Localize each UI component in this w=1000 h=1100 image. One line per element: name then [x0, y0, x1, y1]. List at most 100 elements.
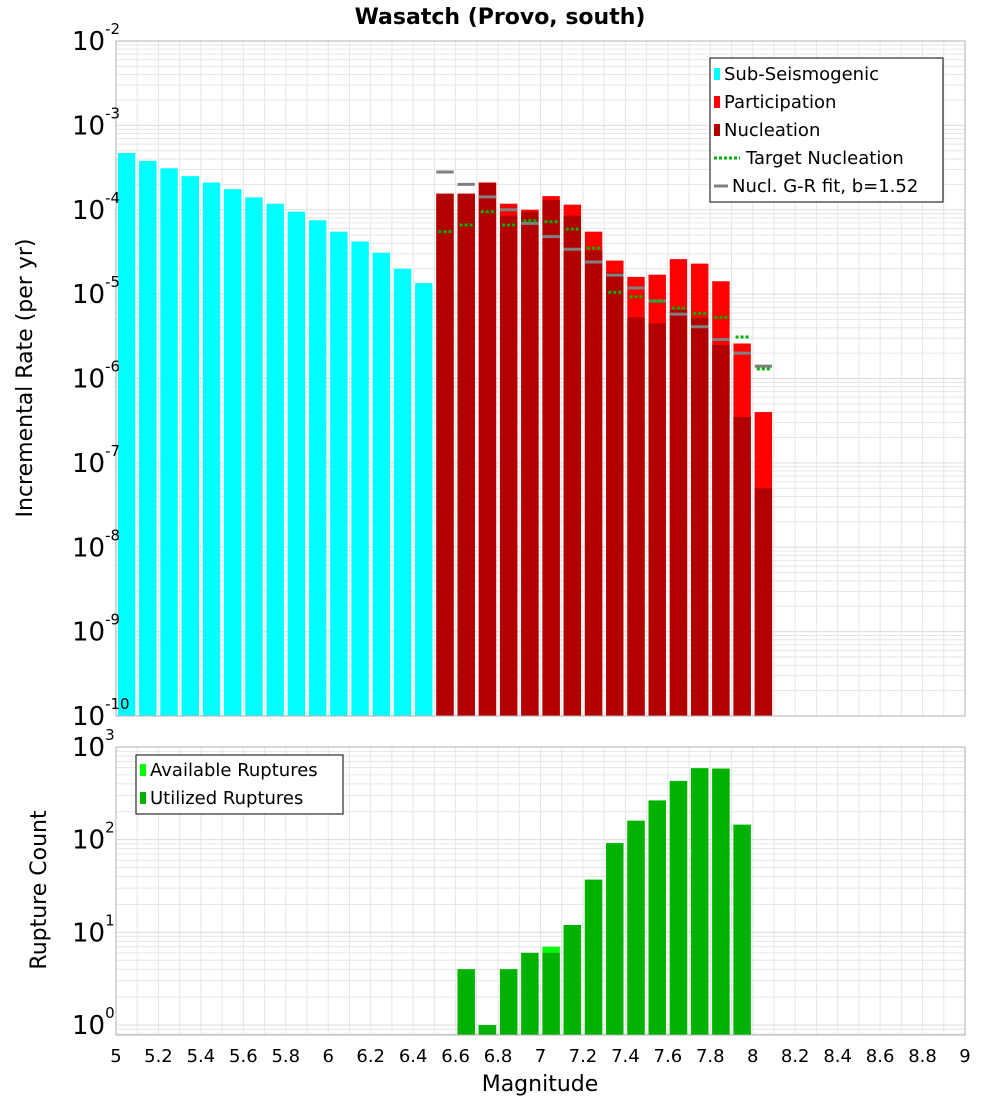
legend-label: Target Nucleation [745, 148, 904, 169]
x-tick-label: 6.8 [484, 1046, 513, 1067]
sub-seismogenic-bar [372, 252, 391, 716]
utilized-ruptures-bar [690, 768, 709, 1035]
top-legend-box [709, 57, 944, 203]
top-y-tick-label: 10-5 [72, 273, 120, 310]
legend-label: Available Ruptures [150, 760, 318, 781]
sub-seismogenic-bar [287, 211, 306, 716]
nucleation-bar [436, 193, 454, 716]
sub-seismogenic-bar [160, 168, 178, 716]
legend-label: Nucleation [724, 120, 820, 141]
top-y-tick-label: 10-9 [72, 611, 120, 648]
sub-seismogenic-bar [202, 182, 221, 716]
utilized-ruptures-bar [521, 952, 539, 1035]
nucleation-bar [733, 416, 751, 716]
top-y-tick-label: 10-4 [72, 189, 120, 226]
nucleation-bar [754, 488, 773, 716]
nucleation-bar [606, 272, 624, 716]
utilized-ruptures-bar [542, 952, 560, 1035]
x-tick-label: 8.4 [823, 1046, 852, 1067]
bottom-y-axis-label: Rupture Count [27, 810, 52, 970]
top-y-axis-label: Incremental Rate (per yr) [13, 239, 38, 518]
x-tick-label: 7.4 [611, 1046, 640, 1067]
x-tick-label: 8.8 [908, 1046, 937, 1067]
top-y-tick-label: 10-2 [72, 20, 120, 57]
x-tick-label: 8.2 [781, 1046, 810, 1067]
utilized-ruptures-bar [584, 879, 603, 1035]
utilized-ruptures-bar [606, 843, 624, 1035]
sub-seismogenic-bar [308, 220, 327, 717]
nucleation-bar [478, 182, 497, 716]
x-tick-label: 5.6 [229, 1046, 258, 1067]
bottom-bars [457, 768, 751, 1035]
nucleation-bar [542, 200, 560, 716]
nucleation-bar [521, 211, 539, 716]
sub-seismogenic-bar [393, 268, 412, 716]
x-axis-label: Magnitude [482, 1072, 599, 1097]
sub-seismogenic-bar [139, 160, 157, 717]
x-tick-label: 6 [323, 1046, 334, 1067]
x-tick-label: 8.6 [866, 1046, 895, 1067]
bottom-y-ticks: 100 101 102 103 [72, 726, 115, 1041]
bottom-y-tick-label: 102 [72, 819, 115, 856]
utilized-ruptures-bar [457, 969, 475, 1035]
nucleation-bar [669, 309, 688, 716]
legend-label: Nucl. G-R fit, b=1.52 [732, 176, 918, 197]
sub-seismogenic-bar [224, 189, 242, 717]
legend-swatch [714, 124, 720, 136]
bottom-plot-frame [115, 746, 966, 1036]
top-y-ticks: 10-10 10-9 10-8 10-7 10-6 10-5 10-4 10-3 10-2 [72, 20, 130, 732]
legend-swatch [714, 68, 720, 80]
top-plot-frame [115, 40, 966, 717]
legend-label: Participation [724, 92, 836, 113]
x-tick-label: 5 [110, 1046, 121, 1067]
utilized-ruptures-bar [712, 768, 730, 1035]
utilized-ruptures-bar [499, 969, 518, 1035]
top-y-tick-label: 10-7 [72, 442, 120, 479]
top-y-tick-label: 10-6 [72, 358, 120, 395]
bottom-y-tick-label: 103 [72, 726, 115, 763]
x-tick-label: 5.8 [271, 1046, 300, 1067]
nucleation-bar [457, 193, 475, 716]
nucleation-bar [648, 323, 666, 716]
x-tick-label: 7.2 [569, 1046, 598, 1067]
top-y-tick-label: 10-8 [72, 526, 120, 563]
bottom-legend: Available Ruptures Utilized Ruptures [135, 754, 344, 815]
utilized-ruptures-bar [669, 780, 688, 1035]
x-tick-labels: 5 5.2 5.4 5.6 5.8 6 6.2 6.4 6.6 6.8 7 7.2 7.4 7.6 7.8 8… [110, 1046, 970, 1067]
sub-seismogenic-bar [351, 241, 369, 717]
sub-seismogenic-bar [330, 231, 348, 716]
x-tick-label: 5.4 [187, 1046, 216, 1067]
legend-swatch [140, 792, 146, 804]
utilized-ruptures-bar [478, 1025, 497, 1035]
top-legend: Sub-Seismogenic Participation Nucleation Ta… [709, 57, 944, 203]
sub-seismogenic-bar [181, 176, 199, 716]
sub-seismogenic-bar [117, 153, 136, 716]
legend-swatch [714, 96, 720, 108]
bottom-y-tick-label: 100 [72, 1004, 115, 1041]
utilized-ruptures-bar [563, 924, 582, 1035]
nucleation-bar [499, 215, 518, 717]
x-tick-label: 7.6 [654, 1046, 683, 1067]
bottom-legend-box [135, 754, 344, 815]
top-y-tick-label: 10-3 [72, 104, 120, 141]
legend-label: Utilized Ruptures [150, 788, 303, 809]
x-tick-label: 7.8 [696, 1046, 725, 1067]
x-tick-label: 7 [535, 1046, 546, 1067]
x-tick-label: 6.4 [399, 1046, 428, 1067]
x-tick-label: 6.2 [356, 1046, 385, 1067]
x-tick-label: 9 [959, 1046, 970, 1067]
bottom-y-tick-label: 101 [72, 911, 115, 948]
top-bars [117, 153, 773, 717]
nucleation-bar [563, 215, 582, 717]
x-tick-label: 5.2 [144, 1046, 173, 1067]
utilized-ruptures-bar [733, 824, 751, 1035]
utilized-ruptures-bar [648, 800, 666, 1035]
top-fit-lines [436, 170, 773, 371]
nucleation-bar [690, 318, 709, 716]
nucleation-bar [712, 344, 730, 716]
top-y-tick-label: 10-10 [72, 695, 130, 732]
nucleation-bar [584, 250, 603, 717]
chart-title: Wasatch (Provo, south) [355, 5, 646, 30]
sub-seismogenic-bar [245, 197, 263, 717]
